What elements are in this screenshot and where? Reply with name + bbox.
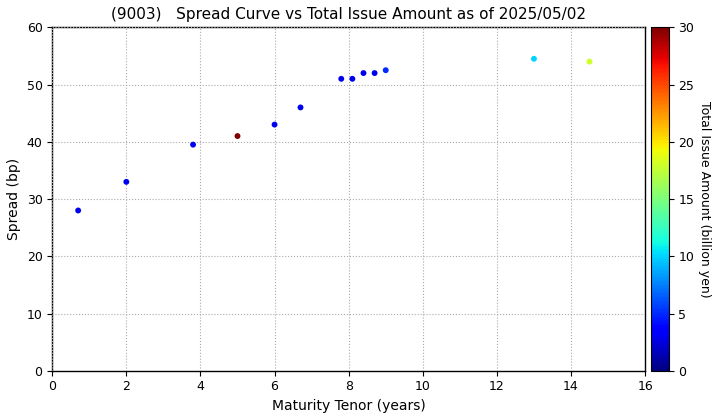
Point — [187, 141, 199, 148]
Point — [73, 207, 84, 214]
X-axis label: Maturity Tenor (years): Maturity Tenor (years) — [271, 399, 426, 413]
Point — [120, 178, 132, 185]
Point — [232, 133, 243, 139]
Point — [380, 67, 392, 74]
Point — [294, 104, 306, 111]
Point — [369, 70, 380, 76]
Point — [584, 58, 595, 65]
Point — [269, 121, 280, 128]
Point — [358, 70, 369, 76]
Point — [336, 76, 347, 82]
Y-axis label: Spread (bp): Spread (bp) — [7, 158, 21, 240]
Title: (9003)   Spread Curve vs Total Issue Amount as of 2025/05/02: (9003) Spread Curve vs Total Issue Amoun… — [111, 7, 586, 22]
Point — [346, 76, 358, 82]
Point — [528, 55, 540, 62]
Y-axis label: Total Issue Amount (billion yen): Total Issue Amount (billion yen) — [698, 101, 711, 297]
